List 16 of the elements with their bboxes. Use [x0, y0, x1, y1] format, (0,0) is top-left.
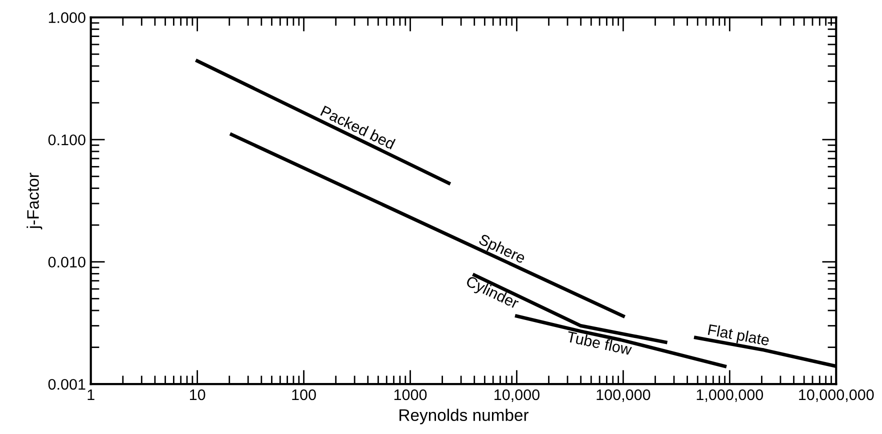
x-tick-label: 1000	[394, 389, 427, 400]
text: Flat plate	[707, 324, 770, 349]
y-tick-label: 1.000	[48, 12, 86, 24]
x-tick-label: 100,000	[596, 389, 650, 402]
y-tick-label: 0.100	[48, 134, 86, 146]
y-tick-label: 0.010	[48, 256, 86, 268]
y-axis-title: j-Factor	[26, 172, 42, 230]
x-tick-label: 1,000,000	[696, 389, 764, 402]
text: Tube flow	[566, 330, 633, 356]
y-tick-label: 0.001	[48, 378, 86, 390]
x-tick-label: 1	[88, 390, 94, 400]
x-tick-label: 10,000	[494, 389, 540, 402]
x-tick-label: 10,000,000	[799, 389, 874, 402]
x-tick-label: 100	[292, 389, 316, 400]
x-tick-label: 10	[190, 389, 206, 400]
x-axis-title: Reynolds number	[400, 408, 529, 424]
